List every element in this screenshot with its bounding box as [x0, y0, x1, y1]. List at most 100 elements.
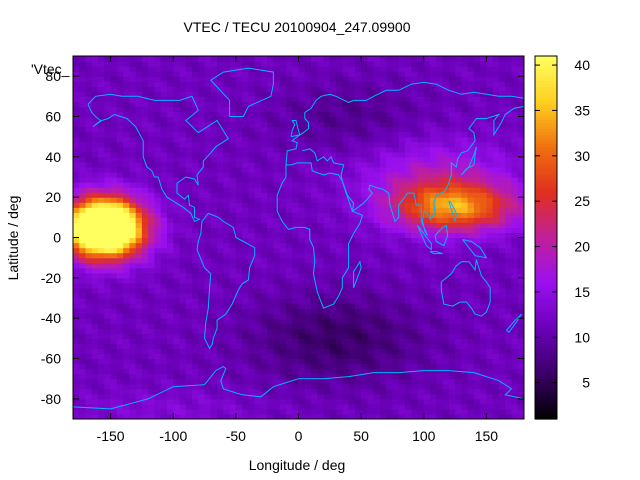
heatmap-cell — [367, 368, 375, 375]
heatmap-cell — [242, 222, 249, 229]
heatmap-cell — [379, 101, 387, 108]
heatmap-cell — [329, 373, 337, 380]
heatmap-cell — [461, 131, 469, 138]
heatmap-cell — [123, 308, 130, 314]
heatmap-cell — [311, 171, 318, 178]
heatmap-cell — [98, 66, 105, 72]
heatmap-cell — [473, 318, 481, 324]
heatmap-cell — [123, 86, 130, 92]
heatmap-cell — [148, 368, 156, 375]
heatmap-cell — [73, 333, 80, 339]
heatmap-cell — [79, 182, 87, 188]
heatmap-cell — [91, 358, 99, 365]
heatmap-cell — [248, 91, 256, 97]
heatmap-cell — [511, 136, 519, 143]
heatmap-cell — [336, 81, 343, 87]
heatmap-cell — [480, 328, 488, 334]
heatmap-cell — [229, 131, 237, 138]
heatmap-cell — [166, 192, 174, 198]
heatmap-cell — [235, 232, 243, 239]
heatmap-cell — [129, 287, 137, 294]
heatmap-cell — [373, 187, 381, 193]
heatmap-cell — [242, 96, 249, 102]
heatmap-cell — [304, 343, 312, 350]
heatmap-cell — [166, 403, 174, 410]
heatmap-cell — [423, 166, 431, 173]
heatmap-cell — [73, 182, 80, 188]
heatmap-cell — [329, 383, 337, 390]
heatmap-cell — [154, 323, 162, 329]
heatmap-cell — [235, 116, 243, 123]
heatmap-cell — [98, 136, 105, 143]
heatmap-cell — [411, 388, 419, 395]
heatmap-cell — [235, 177, 243, 183]
heatmap-cell — [260, 182, 268, 188]
heatmap-cell — [154, 287, 162, 294]
heatmap-cell — [505, 257, 513, 264]
heatmap-cell — [192, 116, 199, 123]
heatmap-cell — [110, 106, 118, 113]
heatmap-cell — [373, 101, 381, 108]
heatmap-cell — [442, 202, 450, 208]
heatmap-cell — [129, 358, 137, 365]
heatmap-cell — [160, 166, 168, 173]
heatmap-cell — [354, 393, 362, 400]
heatmap-cell — [98, 413, 105, 419]
heatmap-cell — [354, 368, 362, 375]
heatmap-cell — [204, 177, 212, 183]
heatmap-cell — [141, 388, 149, 395]
heatmap-cell — [235, 267, 243, 274]
heatmap-cell — [104, 86, 112, 92]
heatmap-cell — [179, 368, 187, 375]
heatmap-cell — [436, 333, 444, 339]
heatmap-cell — [154, 182, 162, 188]
heatmap-cell — [342, 232, 350, 239]
heatmap-cell — [442, 383, 450, 390]
heatmap-cell — [110, 287, 118, 294]
heatmap-cell — [223, 338, 231, 344]
heatmap-cell — [392, 353, 400, 360]
heatmap-cell — [185, 131, 193, 138]
heatmap-cell — [179, 348, 187, 355]
heatmap-cell — [267, 388, 275, 395]
heatmap-cell — [430, 403, 437, 410]
heatmap-cell — [455, 328, 462, 334]
heatmap-cell — [104, 272, 112, 279]
heatmap-cell — [498, 368, 506, 375]
heatmap-cell — [85, 131, 93, 138]
heatmap-cell — [98, 222, 105, 229]
heatmap-cell — [110, 131, 118, 138]
heatmap-cell — [129, 398, 137, 405]
heatmap-cell — [442, 292, 450, 299]
heatmap-cell — [166, 111, 174, 118]
heatmap-cell — [135, 141, 143, 148]
heatmap-cell — [448, 116, 456, 123]
heatmap-cell — [430, 313, 437, 319]
heatmap-cell — [185, 171, 193, 178]
heatmap-cell — [185, 106, 193, 113]
heatmap-cell — [217, 192, 224, 198]
heatmap-cell — [417, 187, 425, 193]
heatmap-cell — [242, 106, 249, 113]
heatmap-cell — [311, 403, 318, 410]
heatmap-cell — [448, 192, 456, 198]
heatmap-cell — [254, 303, 262, 309]
heatmap-cell — [129, 131, 137, 138]
heatmap-cell — [185, 126, 193, 133]
heatmap-cell — [73, 106, 80, 113]
heatmap-cell — [298, 166, 306, 173]
heatmap-cell — [342, 156, 350, 163]
heatmap-cell — [442, 81, 450, 87]
heatmap-cell — [123, 328, 130, 334]
heatmap-cell — [248, 71, 256, 77]
heatmap-cell — [116, 76, 124, 82]
heatmap-cell — [135, 403, 143, 410]
heatmap-cell — [361, 277, 368, 284]
heatmap-cell — [279, 96, 287, 102]
heatmap-cell — [361, 252, 368, 259]
heatmap-cell — [292, 136, 300, 143]
heatmap-cell — [511, 313, 519, 319]
heatmap-cell — [123, 313, 130, 319]
heatmap-cell — [273, 338, 281, 344]
heatmap-cell — [298, 363, 306, 370]
